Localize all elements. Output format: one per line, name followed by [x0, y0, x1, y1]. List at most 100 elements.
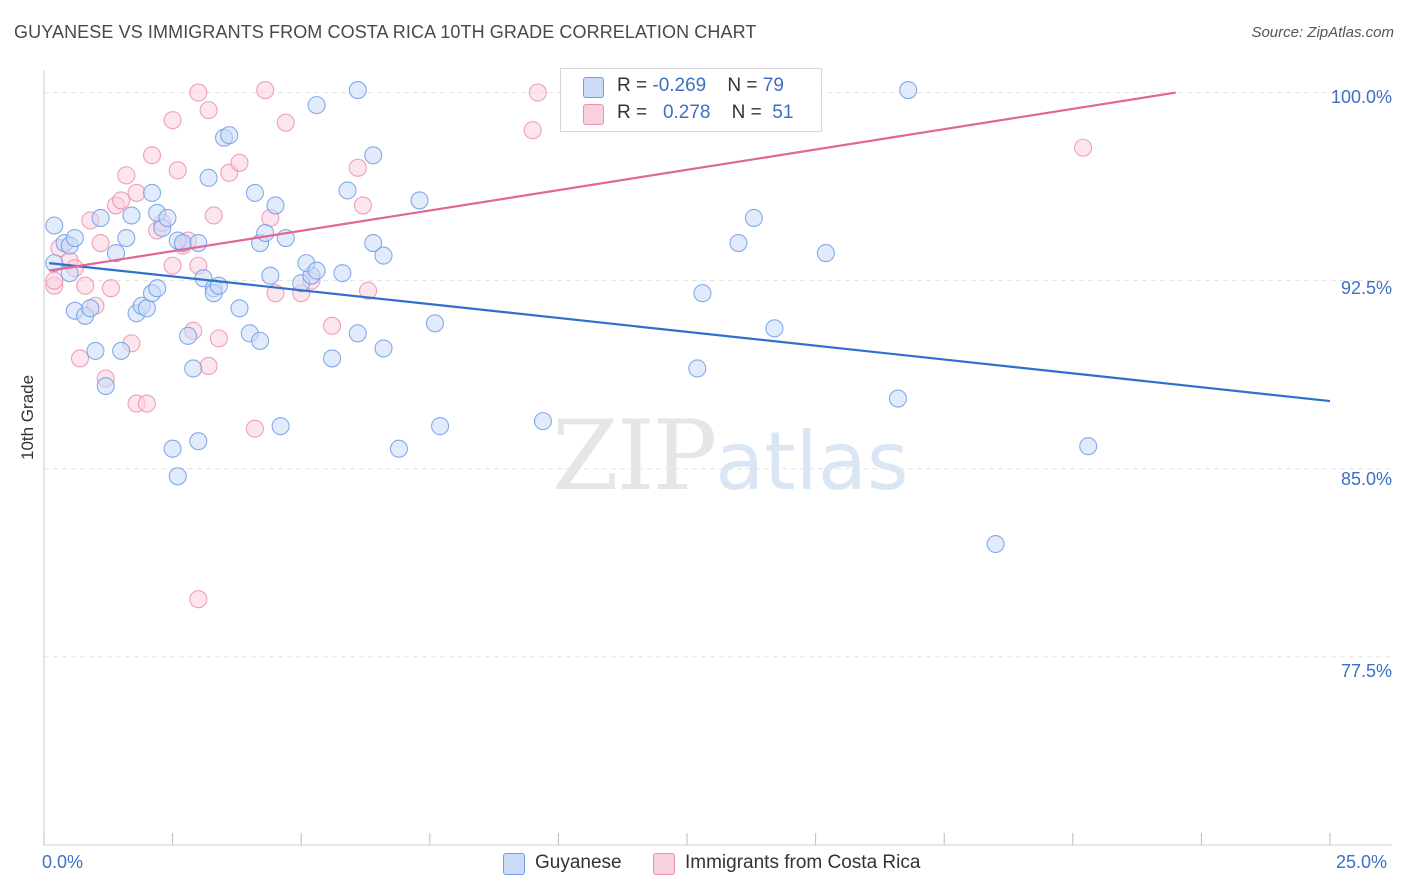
costa-rica-point	[323, 316, 342, 335]
guyanese-point	[338, 181, 357, 200]
guyanese-point	[220, 126, 239, 145]
costa-rica-point	[230, 153, 249, 172]
guyanese-point	[431, 417, 450, 436]
costa-rica-point	[359, 281, 378, 300]
guyanese-point	[45, 216, 64, 235]
guyanese-point	[364, 146, 383, 165]
costa-rica-point	[204, 206, 223, 225]
guyanese-point	[163, 439, 182, 458]
guyanese-point	[106, 244, 126, 263]
guyanese-point	[112, 341, 131, 360]
costa-rica-point	[163, 111, 182, 130]
guyanese-point	[178, 326, 198, 345]
x-tick-label-max: 25.0%	[1336, 852, 1388, 872]
n-label: N =	[727, 75, 763, 96]
legend-label-costa-rica: Immigrants from Costa Rica	[685, 852, 921, 873]
guyanese-trend-line	[49, 262, 1331, 403]
guyanese-point	[148, 279, 167, 298]
y-axis-label: 10th Grade	[18, 374, 37, 460]
guyanese-point	[374, 246, 393, 265]
stats-legend: R = -0.269 N = 79 R = 0.278 N = 51	[560, 68, 822, 132]
costa-rica-point	[199, 356, 218, 376]
costa-rica-point	[353, 196, 372, 215]
guyanese-point	[899, 81, 918, 100]
costa-rica-point	[523, 121, 542, 140]
r-label: R =	[617, 75, 653, 96]
guyanese-point	[168, 467, 187, 486]
costa-rica-trend-line	[48, 91, 1176, 272]
y-tick-label-100-0: 100.0%	[1330, 87, 1392, 107]
guyanese-point	[533, 412, 553, 431]
costa-rica-point	[209, 329, 228, 348]
guyanese-point	[250, 331, 270, 350]
guyanese-point	[65, 228, 84, 248]
guyanese-point	[986, 534, 1005, 554]
costa-rica-point	[112, 191, 131, 210]
costa-rica-point	[189, 83, 208, 102]
guyanese-point	[137, 299, 156, 318]
costa-rica-point	[168, 161, 187, 180]
guyanese-point	[744, 208, 763, 228]
costa-rica-point	[245, 419, 264, 438]
guyanese-point	[348, 81, 367, 100]
costa-rica-legend-swatch	[653, 853, 675, 875]
n-label: N =	[731, 102, 767, 123]
guyanese-swatch	[583, 77, 604, 98]
costa-rica-point	[117, 166, 136, 185]
r-label: R =	[617, 102, 653, 123]
guyanese-point	[230, 299, 249, 318]
guyanese-point	[816, 244, 835, 263]
watermark-zip: ZIP	[552, 400, 717, 512]
costa-rica-point	[189, 590, 208, 609]
source-label: Source: ZipAtlas.com	[1251, 24, 1394, 41]
guyanese-point	[425, 314, 444, 333]
guyanese-point	[122, 206, 141, 225]
guyanese-point	[693, 284, 712, 303]
guyanese-point	[271, 417, 290, 436]
guyanese-point	[158, 208, 177, 228]
guyanese-point	[261, 266, 280, 285]
guyanese-point	[266, 196, 285, 215]
costa-rica-point	[70, 349, 90, 368]
guyanese-point	[1079, 437, 1098, 456]
guyanese-point	[117, 228, 136, 248]
costa-rica-point	[101, 279, 120, 298]
guyanese-point	[333, 264, 352, 283]
guyanese-legend-swatch	[503, 853, 525, 875]
costa-rica-point	[256, 81, 275, 100]
r-value: 0.278	[662, 102, 711, 123]
guyanese-point	[245, 183, 264, 202]
y-tick-label-85-0: 85.0%	[1340, 469, 1392, 489]
guyanese-point	[91, 208, 110, 228]
guyanese-point	[888, 389, 907, 408]
guyanese-point	[410, 191, 429, 210]
guyanese-point	[256, 223, 275, 243]
guyanese-point	[688, 359, 707, 378]
costa-rica-point	[348, 158, 367, 177]
guyanese-point	[765, 319, 784, 338]
guyanese-point	[323, 349, 342, 368]
costa-rica-point	[276, 113, 295, 132]
costa-rica-point	[199, 101, 218, 120]
guyanese-point	[184, 359, 203, 378]
guyanese-point	[389, 439, 408, 458]
y-tick-label-92-5: 92.5%	[1340, 278, 1392, 298]
guyanese-point	[364, 234, 383, 253]
guyanese-point	[142, 183, 162, 202]
guyanese-point	[189, 432, 208, 451]
chart-title: GUYANESE VS IMMIGRANTS FROM COSTA RICA 1…	[14, 22, 757, 42]
guyanese-point	[81, 299, 100, 318]
n-value: 51	[772, 102, 794, 123]
guyanese-point	[96, 376, 115, 396]
costa-rica-point	[163, 256, 182, 275]
costa-rica-point	[91, 234, 110, 253]
guyanese-point	[199, 168, 218, 187]
n-value: 79	[762, 75, 784, 96]
r-value: -0.269	[652, 75, 707, 96]
watermark-atlas: atlas	[715, 415, 909, 508]
costa-rica-point	[76, 276, 95, 295]
guyanese-point	[86, 341, 105, 360]
costa-rica-point	[127, 183, 146, 202]
guyanese-point	[729, 234, 748, 253]
